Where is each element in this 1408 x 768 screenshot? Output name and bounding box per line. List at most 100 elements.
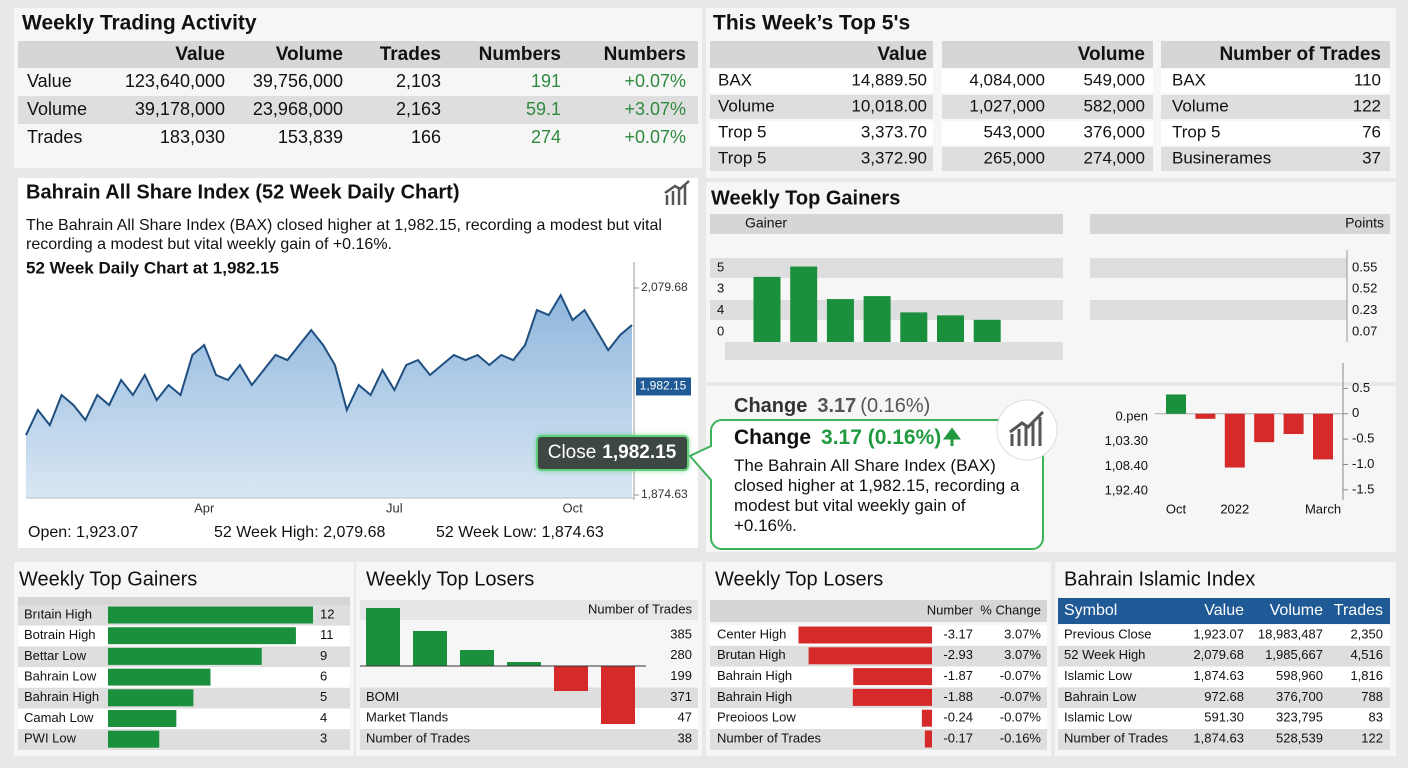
row-label: 1,03.30: [1105, 433, 1148, 448]
row-band: [725, 342, 1063, 360]
row-label: 0.07: [1352, 323, 1377, 338]
cell: 183,030: [160, 127, 225, 147]
cell: 10,018.00: [851, 96, 927, 115]
data-label: 6: [320, 669, 327, 684]
x-tick-label: Oct: [1166, 501, 1187, 516]
cell: 122: [1361, 730, 1383, 745]
stat: Open: 1,923.07: [28, 524, 138, 541]
column-header: Value: [175, 44, 225, 65]
cell: 122: [1353, 96, 1381, 115]
bar: [108, 710, 177, 727]
panel-title: This Week’s Top 5's: [713, 12, 910, 35]
row-label: Value: [27, 71, 72, 91]
cell: 3,372.90: [861, 148, 927, 167]
cell: 2,163: [396, 99, 441, 119]
row-label: Market Tlands: [366, 710, 449, 725]
row-band: [1058, 645, 1390, 667]
row-band: [18, 729, 350, 750]
column-header: Symbol: [1064, 602, 1117, 619]
column-header: Volume: [276, 44, 343, 65]
cell: 1,923.07: [1193, 626, 1244, 641]
data-label: -1.88: [943, 689, 973, 704]
bar: [108, 689, 194, 707]
cell: +0.07%: [624, 127, 686, 147]
chart-subtitle: 52 Week Daily Chart at 1,982.15: [26, 258, 279, 277]
stat: 52 Week Low: 1,874.63: [436, 524, 604, 541]
cell: BAX: [1172, 70, 1206, 89]
row-band: [18, 96, 698, 124]
row-label: 5: [717, 259, 724, 274]
cell: 543,000: [984, 122, 1045, 141]
cell: 371: [670, 689, 692, 704]
cell: Number of Trades: [1064, 730, 1169, 745]
data-label: 4: [320, 710, 327, 725]
row-label: 0.55: [1352, 259, 1377, 274]
column-header: Numbers: [604, 44, 686, 65]
header-band: [710, 214, 1063, 234]
close-label: Close: [548, 442, 597, 463]
cell: 39,756,000: [253, 71, 343, 91]
column-header: Trades: [1334, 602, 1383, 619]
cell: 528,539: [1276, 730, 1323, 745]
cell: Bahrain Low: [1064, 689, 1137, 704]
cell: 323,795: [1276, 710, 1323, 725]
x-tick-label: March: [1305, 501, 1341, 516]
row-label: 1,08.40: [1105, 458, 1148, 473]
cell: 4,084,000: [969, 70, 1045, 89]
bar: [108, 668, 211, 686]
cell: Islamic Low: [1064, 710, 1133, 725]
up-arrow: [943, 427, 961, 446]
cell: 1,874.63: [1193, 730, 1244, 745]
row-label: PWI Low: [24, 731, 77, 746]
cell: 2,079.68: [1193, 647, 1244, 662]
y-tick-label: -1.0: [1352, 456, 1374, 471]
bar: [1195, 413, 1216, 419]
row-band: [1090, 258, 1347, 278]
cell: 598,960: [1276, 668, 1323, 683]
data-label: 5: [320, 689, 327, 704]
row-band: [1090, 300, 1347, 320]
row-band: [710, 147, 933, 171]
row-label: Botrain High: [24, 627, 96, 642]
cell: 47: [678, 710, 692, 725]
row-label: Number of Trades: [366, 730, 471, 745]
bar: [1166, 394, 1186, 414]
row-band: [1161, 121, 1390, 145]
bar: [366, 608, 400, 666]
cell: 549,000: [1084, 70, 1145, 89]
cell: 274,000: [1084, 148, 1145, 167]
cell: 972.68: [1204, 689, 1244, 704]
cell: Volume: [1172, 96, 1229, 115]
row-band: [710, 258, 1063, 278]
cell: Trop 5: [718, 148, 767, 167]
x-tick-label: Apr: [194, 500, 215, 515]
row-label: 0: [717, 323, 724, 338]
data-label: -1.87: [943, 668, 973, 683]
bar: [601, 666, 635, 724]
row-label: Trades: [27, 127, 82, 147]
close-badge: [536, 435, 689, 471]
bar: [937, 315, 964, 342]
chart-title: Weekly Top Losers: [715, 568, 883, 590]
cell: Previous Close: [1064, 626, 1151, 641]
row-label: Brıtain High: [24, 606, 92, 621]
y-tick-label: 1,874.63: [641, 487, 688, 501]
row-label: Camah Low: [24, 710, 94, 725]
column-header: Volume: [1078, 44, 1145, 65]
last-value-tag: [636, 377, 691, 396]
y-tick-label: -0.5: [1352, 431, 1374, 446]
row-band: [1058, 666, 1390, 688]
cell: Islamic Low: [1064, 668, 1133, 683]
column-header: Value: [877, 44, 927, 65]
bar: [108, 730, 160, 748]
row-band: [942, 69, 1153, 93]
row-band: [710, 95, 933, 119]
header-band: [942, 41, 1153, 68]
bar: [826, 299, 854, 342]
bar: [973, 319, 1001, 342]
bar: [507, 662, 541, 666]
close-value: 1,982.15: [602, 442, 676, 463]
column-header: Volume: [1270, 602, 1323, 619]
row-band: [360, 687, 698, 709]
